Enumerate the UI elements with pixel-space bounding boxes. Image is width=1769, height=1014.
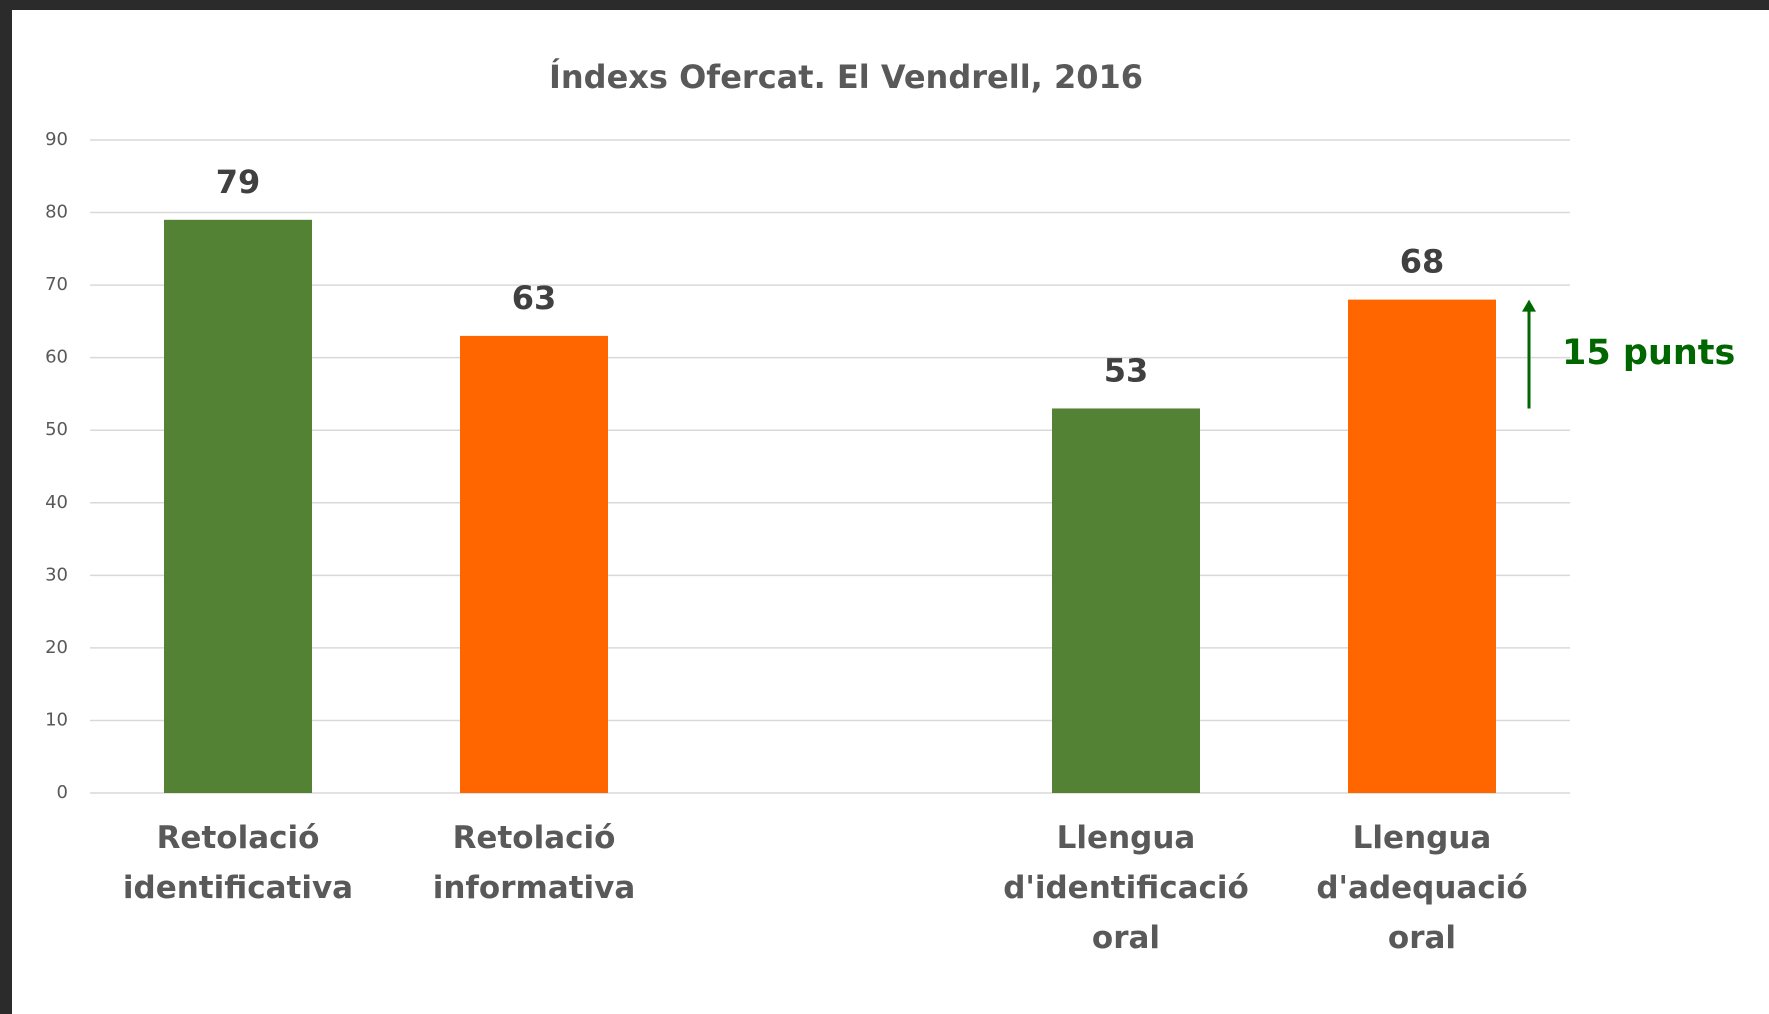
y-tick-label: 90: [45, 129, 68, 150]
x-tick-label: Retolació identificativa: [122, 820, 354, 906]
y-tick-label: 30: [45, 564, 68, 585]
y-tick-label: 10: [45, 709, 68, 730]
value-label: 53: [1104, 351, 1149, 389]
x-tick-label: Llengua d'adequació oral: [1316, 820, 1528, 956]
value-label: 79: [216, 163, 261, 201]
annotation-arrowhead: [1522, 299, 1536, 312]
x-tick-label: Retolació informativa: [432, 820, 636, 906]
bar: [164, 219, 312, 794]
y-tick-label: 60: [45, 347, 68, 368]
y-tick-label: 0: [57, 782, 68, 803]
y-tick-label: 80: [45, 202, 68, 223]
value-label: 63: [512, 279, 557, 317]
bar: [460, 335, 608, 793]
x-tick-label: Llengua d'identificació oral: [1003, 820, 1249, 956]
chart-title: Índexs Ofercat. El Vendrell, 2016: [549, 58, 1143, 96]
y-tick-label: 70: [45, 274, 68, 295]
value-label: 68: [1400, 243, 1445, 281]
y-tick-label: 20: [45, 637, 68, 658]
y-tick-label: 40: [45, 492, 68, 513]
y-tick-label: 50: [45, 419, 68, 440]
bar: [1052, 408, 1200, 793]
bar: [1348, 299, 1496, 793]
annotation: 15 punts: [1562, 333, 1735, 373]
